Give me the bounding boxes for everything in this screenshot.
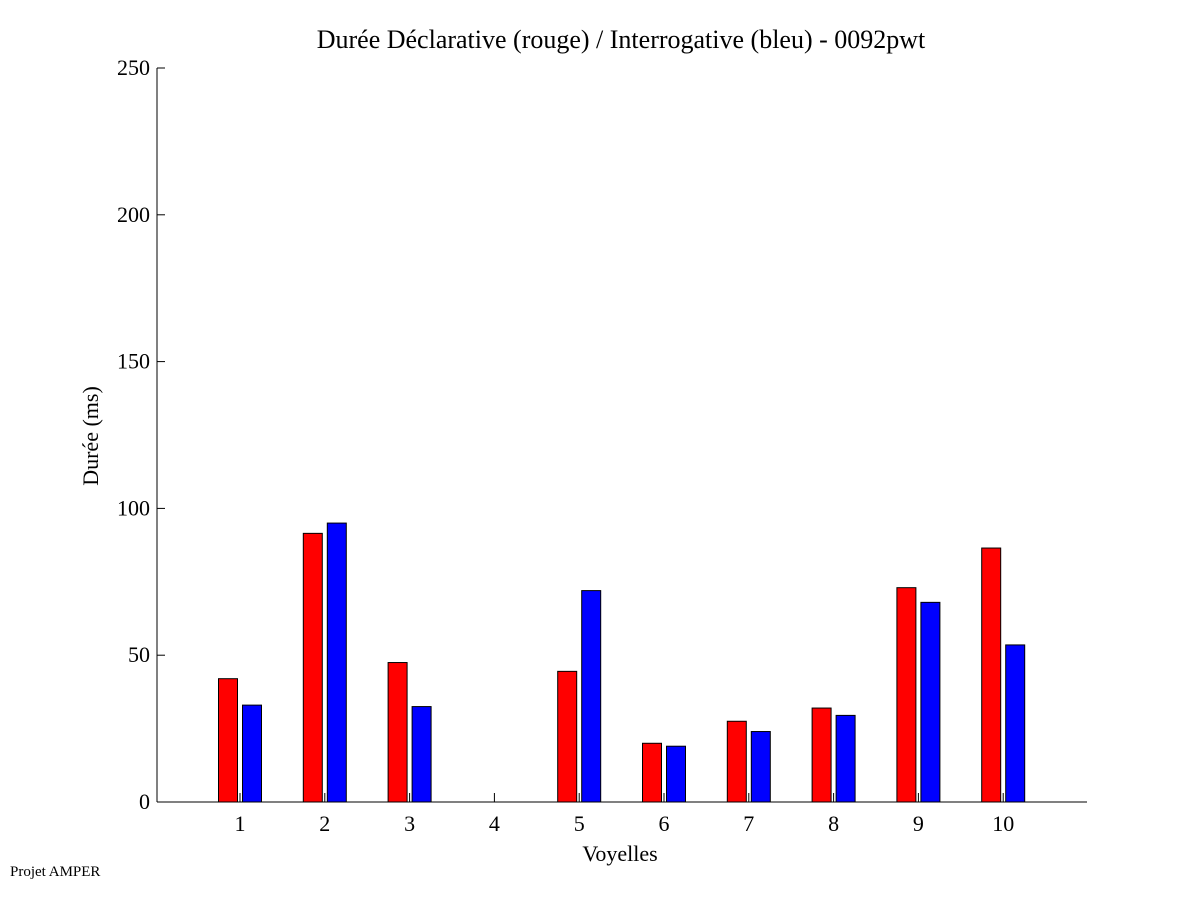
bar-interrogative [326, 522, 347, 803]
bar-interrogative [835, 714, 856, 803]
bar-declarative [302, 532, 323, 803]
x-tick-label: 10 [992, 811, 1014, 836]
y-tick-label: 50 [128, 642, 150, 667]
x-tick-label: 3 [404, 811, 415, 836]
bar-interrogative [242, 704, 262, 803]
y-tick-label: 200 [117, 202, 150, 227]
x-tick-label: 9 [913, 811, 924, 836]
x-tick-label: 1 [235, 811, 246, 836]
bar-interrogative [1005, 644, 1026, 803]
bar-interrogative [666, 745, 686, 803]
bar-interrogative [411, 706, 432, 803]
bar-interrogative [581, 590, 602, 803]
footer-credit: Projet AMPER [10, 864, 101, 880]
bar-declarative [642, 742, 662, 803]
y-axis-label: Durée (ms) [78, 386, 103, 486]
bar-declarative [811, 707, 832, 803]
bar-declarative [726, 720, 747, 803]
y-tick-label: 250 [117, 55, 150, 80]
x-tick-label: 4 [489, 811, 500, 836]
x-tick-label: 2 [319, 811, 330, 836]
bar-declarative [981, 547, 1002, 803]
chart-title: Durée Déclarative (rouge) / Interrogativ… [317, 25, 926, 54]
bar-interrogative [920, 601, 941, 803]
x-tick-label: 8 [828, 811, 839, 836]
bar-declarative [896, 587, 917, 803]
bar-declarative [218, 678, 238, 803]
bar-declarative [557, 670, 578, 803]
x-tick-label: 5 [574, 811, 585, 836]
x-axis-label: Voyelles [582, 841, 657, 866]
plot-area: 0 50 100 150 200 250 1 2 3 4 5 6 7 8 9 10 [117, 55, 1087, 836]
y-tick-label: 150 [117, 349, 150, 374]
x-tick-label: 6 [659, 811, 670, 836]
bar-declarative [387, 662, 408, 803]
y-tick-label: 100 [117, 495, 150, 520]
x-tick-label: 7 [743, 811, 754, 836]
bar-interrogative [750, 731, 771, 803]
y-tick-label: 0 [139, 789, 150, 814]
